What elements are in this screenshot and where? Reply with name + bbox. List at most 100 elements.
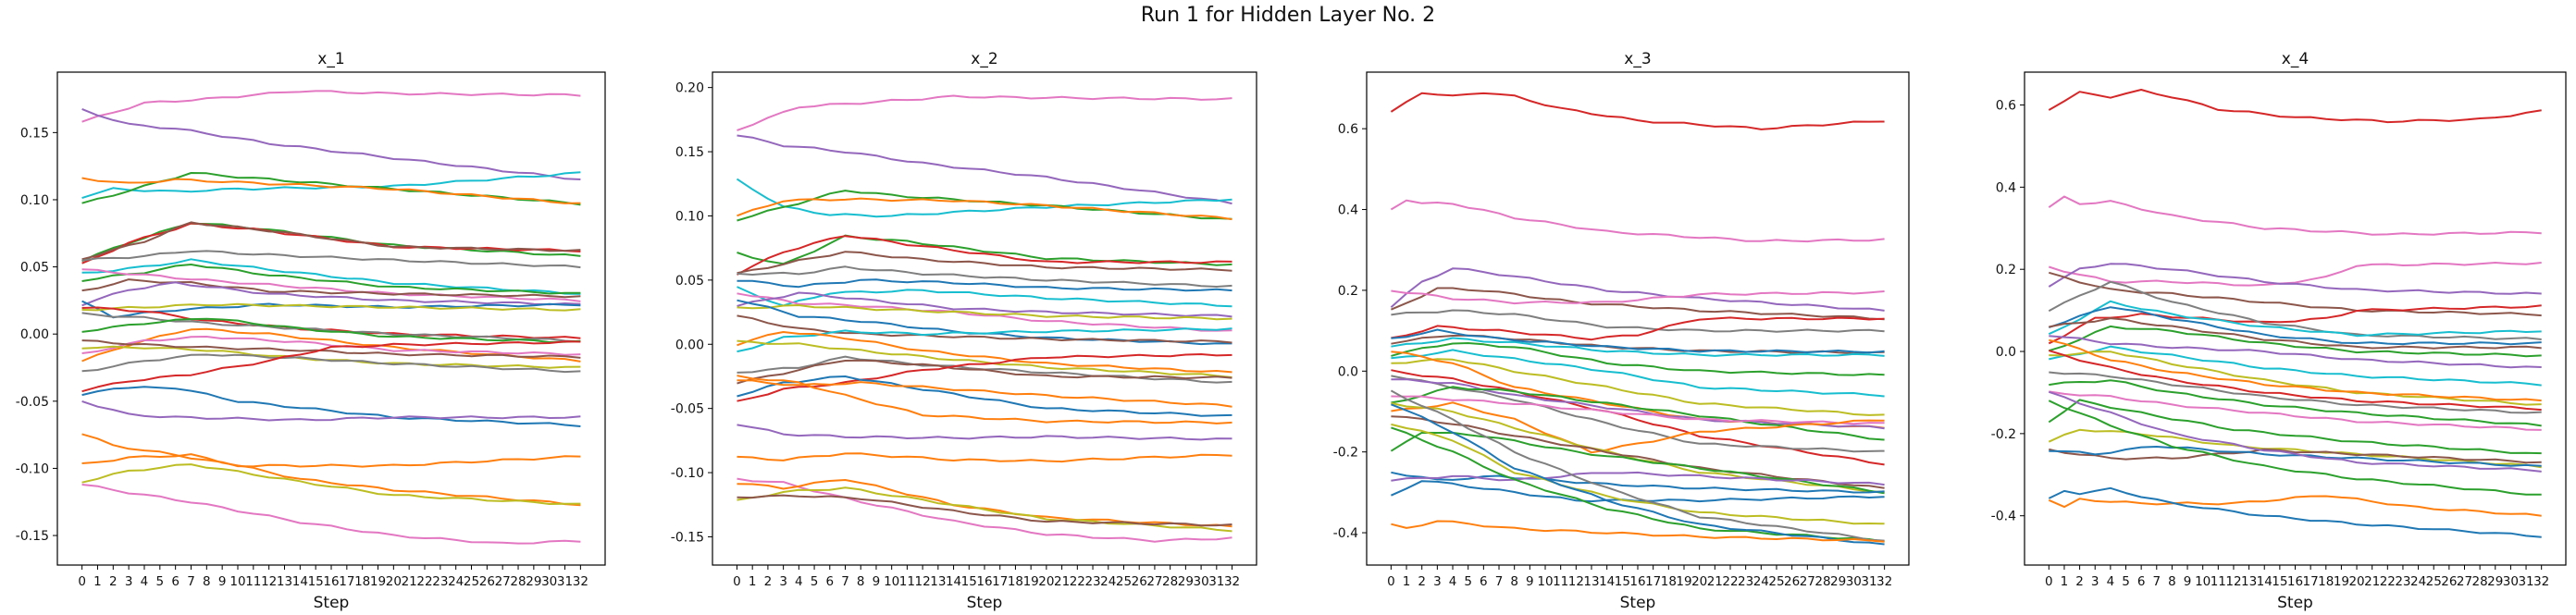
x-tick-label: 19	[1676, 574, 1691, 589]
series-line-11	[737, 286, 1232, 308]
y-tick-label: -0.05	[671, 402, 704, 417]
y-tick-label: 0.10	[20, 193, 49, 208]
series-group	[2048, 89, 2542, 538]
series-line-5	[2049, 271, 2542, 317]
series-line-4	[1391, 287, 1885, 321]
series-line-5	[81, 177, 581, 204]
x-tick-label: 12	[2225, 574, 2241, 589]
x-tick-label: 26	[2441, 574, 2457, 589]
series-line-22	[1391, 415, 1885, 489]
x-tick-label: 27	[2457, 574, 2472, 589]
series-line-15	[2049, 338, 2542, 402]
series-line-16	[2049, 350, 2542, 412]
x-tick-label: 11	[2211, 574, 2226, 589]
y-tick-label: -0.10	[671, 466, 704, 481]
series-line-30	[1391, 403, 1885, 546]
series-line-25	[737, 375, 1232, 424]
x-tick-label: 19	[370, 574, 386, 589]
x-tick-label: 15	[308, 574, 324, 589]
x-tick-label: 15	[961, 574, 977, 589]
series-line-1	[2048, 89, 2542, 124]
x-tick-label: 29	[1830, 574, 1846, 589]
y-tick-label: 0.4	[1996, 180, 2016, 195]
series-line-29	[1390, 389, 1885, 542]
series-line-8	[81, 221, 581, 261]
x-tick-label: 28	[510, 574, 526, 589]
x-tick-label: 23	[1738, 574, 1753, 589]
x-tick-label: 16	[976, 574, 992, 589]
x-tick-label: 23	[2395, 574, 2410, 589]
x-tick-label: 0	[78, 574, 86, 589]
x-tick-label: 30	[1194, 574, 1209, 589]
series-line-10	[2049, 317, 2542, 350]
series-line-10	[81, 258, 581, 295]
series-line-13	[1391, 358, 1885, 416]
x-tick-label: 32	[2533, 574, 2549, 589]
x-tick-label: 26	[1784, 574, 1800, 589]
x-tick-label: 30	[1846, 574, 1862, 589]
x-tick-label: 14	[946, 574, 961, 589]
x-tick-label: 3	[779, 574, 787, 589]
series-line-16	[81, 302, 581, 312]
series-line-28	[737, 477, 1232, 543]
x-tick-label: 21	[2364, 574, 2380, 589]
y-tick-label: -0.2	[1333, 446, 1358, 461]
y-tick-label: 0.0	[1338, 364, 1358, 379]
series-line-13	[2049, 345, 2542, 387]
y-tick-label: -0.2	[1991, 427, 2016, 442]
series-line-23	[2049, 446, 2542, 467]
series-line-10	[1391, 328, 1885, 354]
series-line-7	[737, 235, 1232, 276]
x-tick-label: 24	[1753, 574, 1769, 589]
x-tick-label: 4	[141, 574, 149, 589]
series-line-31	[737, 494, 1232, 527]
series-line-21	[81, 336, 581, 356]
x-tick-label: 11	[1553, 574, 1568, 589]
series-line-17	[81, 306, 581, 339]
series-line-26	[81, 386, 581, 427]
series-line-11	[81, 264, 581, 295]
series-line-14	[2049, 351, 2542, 406]
x-tick-label: 2	[109, 574, 118, 589]
figure-title: Run 1 for Hidden Layer No. 2	[1140, 4, 1436, 27]
y-tick-label: 0.00	[675, 338, 704, 352]
x-tick-label: 1	[1403, 574, 1411, 589]
x-tick-label: 27	[1146, 574, 1162, 589]
series-line-25	[1391, 471, 1885, 486]
series-line-1	[1390, 92, 1885, 130]
x-tick-label: 15	[2272, 574, 2287, 589]
x-tick-label: 6	[825, 574, 834, 589]
x-tick-label: 16	[323, 574, 339, 589]
x-tick-label: 13	[930, 574, 946, 589]
y-tick-label: 0.6	[1338, 122, 1358, 137]
series-line-18	[81, 312, 581, 343]
series-line-30	[81, 463, 581, 505]
x-tick-label: 19	[2334, 574, 2349, 589]
x-tick-label: 7	[841, 574, 849, 589]
x-tick-label: 5	[2122, 574, 2130, 589]
series-line-9	[2048, 306, 2542, 346]
series-group	[736, 94, 1232, 543]
x-axis-label: Step	[314, 594, 350, 612]
x-tick-label: 6	[2137, 574, 2146, 589]
series-line-3	[736, 178, 1232, 218]
x-tick-label: 14	[1599, 574, 1615, 589]
series-line-9	[1391, 337, 1885, 357]
axes-frame	[56, 71, 606, 566]
series-line-27	[2048, 486, 2542, 538]
x-tick-label: 1	[749, 574, 757, 589]
x-tick-label: 0	[2045, 574, 2053, 589]
x-tick-label: 29	[526, 574, 541, 589]
y-tick-label: -0.15	[16, 529, 49, 544]
panel-title: x_4	[2282, 50, 2309, 68]
series-line-18	[1391, 386, 1885, 441]
x-tick-label: 10	[1537, 574, 1553, 589]
x-tick-label: 31	[1208, 574, 1224, 589]
series-line-22	[2049, 448, 2542, 464]
y-tick-label: -0.4	[1991, 510, 2016, 524]
y-tick-label: 0.15	[675, 145, 704, 160]
y-tick-label: 0.2	[1338, 284, 1358, 299]
series-line-20	[1391, 401, 1885, 454]
x-tick-label: 9	[1526, 574, 1534, 589]
panel-title: x_1	[317, 50, 344, 68]
